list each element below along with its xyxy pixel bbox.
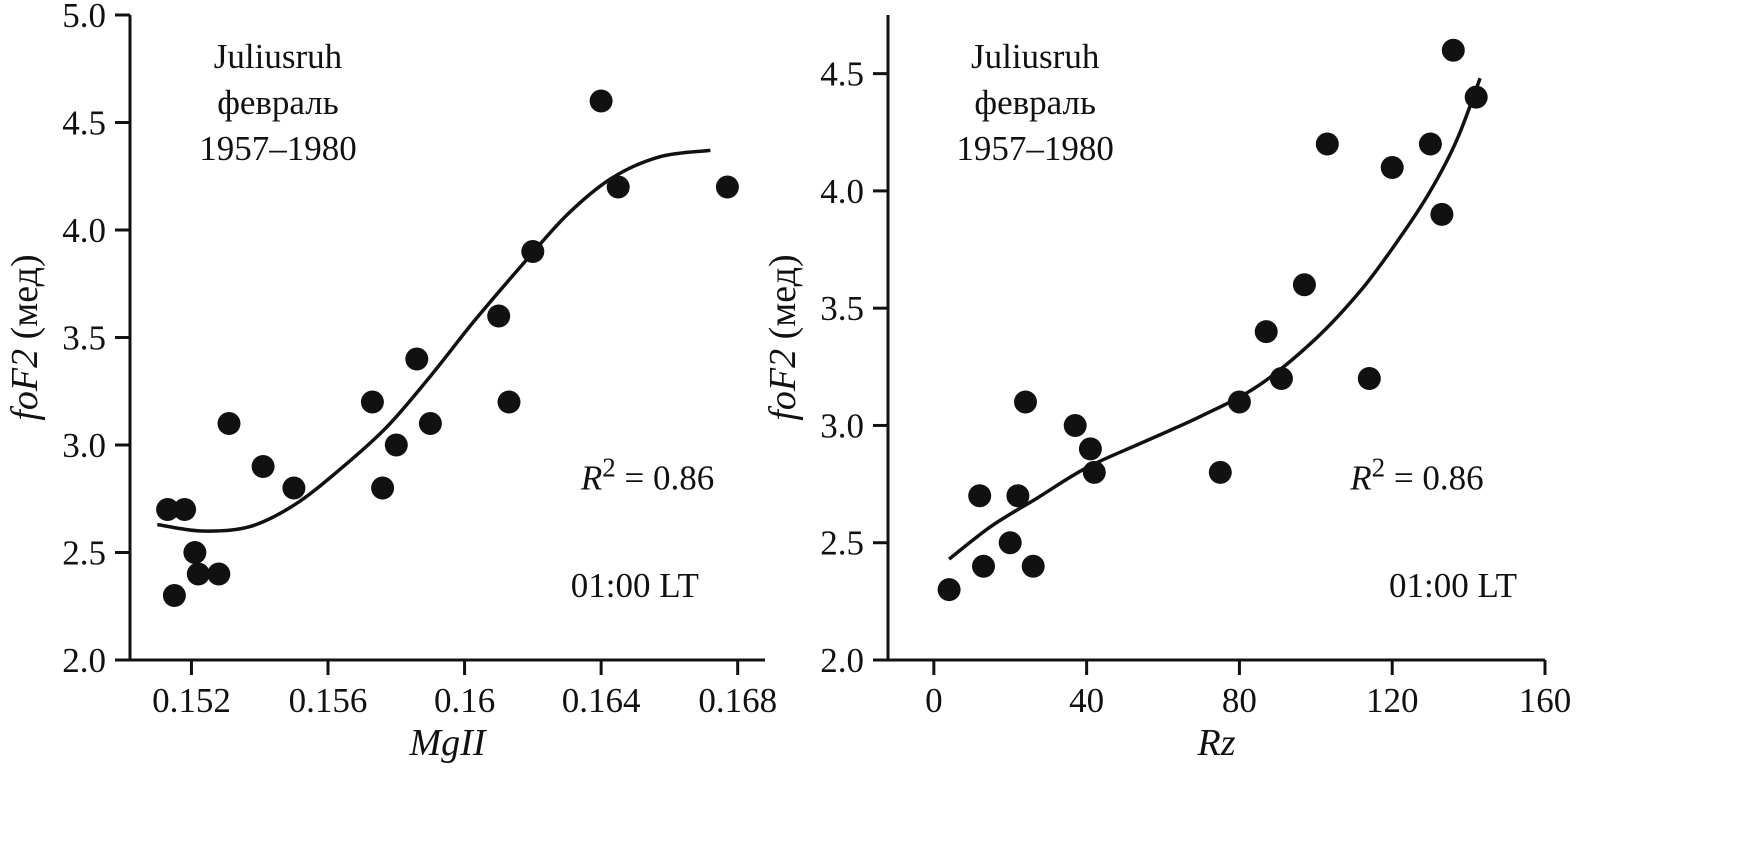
data-point xyxy=(251,455,275,478)
local-time-annotation: 01:00 LT xyxy=(1389,566,1517,605)
data-point xyxy=(715,175,739,199)
data-point xyxy=(1063,414,1087,437)
data-point xyxy=(497,390,521,414)
data-point xyxy=(1227,390,1251,414)
data-point xyxy=(173,498,197,521)
data-point xyxy=(1357,367,1381,390)
data-point xyxy=(487,304,511,328)
data-point xyxy=(384,433,408,457)
station-annotation-line: 1957–1980 xyxy=(199,129,357,168)
x-axis-label: MgII xyxy=(409,722,488,764)
data-point xyxy=(1430,202,1454,226)
data-point xyxy=(371,476,395,500)
y-tick-label: 2.5 xyxy=(820,524,864,563)
right-chart: 0 40 80 120 160 2.0 2.5 3.0 3.5 4.0 4.5 Juliusruh фе… xyxy=(762,15,1571,764)
x-tick-label: 0.16 xyxy=(434,681,495,720)
data-point xyxy=(1292,273,1316,297)
data-point xyxy=(1464,85,1488,109)
x-tick-label: 40 xyxy=(1069,681,1104,720)
data-point xyxy=(1021,554,1045,578)
data-point xyxy=(1418,132,1442,156)
y-tick-label: 3.0 xyxy=(820,406,864,445)
station-annotation-line: 1957–1980 xyxy=(956,129,1114,168)
data-point xyxy=(1014,390,1037,414)
data-point xyxy=(217,412,241,435)
x-tick-label: 0.152 xyxy=(152,681,231,720)
data-point xyxy=(968,484,992,508)
data-point xyxy=(998,531,1022,555)
data-point xyxy=(1082,460,1106,484)
data-point xyxy=(1006,484,1030,508)
y-tick-label: 4.0 xyxy=(62,211,106,250)
data-point xyxy=(360,390,384,414)
data-point xyxy=(162,584,186,607)
data-point xyxy=(418,412,442,435)
data-point xyxy=(183,541,207,564)
local-time-annotation: 01:00 LT xyxy=(571,566,699,605)
station-annotation-line: февраль xyxy=(217,83,339,122)
fit-curve xyxy=(948,77,1482,561)
data-point xyxy=(937,578,961,602)
x-tick-label: 160 xyxy=(1519,681,1572,720)
r-squared-annotation: R2 = 0.86 xyxy=(580,453,714,498)
x-tick-label: 80 xyxy=(1222,681,1257,720)
y-axis-label: foF2 (мед) xyxy=(762,254,804,420)
data-point xyxy=(1078,437,1102,461)
y-tick-label: 4.5 xyxy=(820,55,864,94)
y-tick-label: 2.0 xyxy=(820,641,864,680)
left-chart: 0.152 0.156 0.16 0.164 0.168 2.0 2.5 3.0 3.5 4.0 4… xyxy=(4,0,777,764)
data-point xyxy=(589,89,613,113)
y-tick-label: 3.5 xyxy=(820,289,864,328)
y-tick-label: 2.0 xyxy=(62,641,106,680)
data-point xyxy=(156,498,180,521)
data-point xyxy=(1269,367,1293,390)
data-point xyxy=(282,476,306,500)
data-point xyxy=(1315,132,1339,156)
data-point xyxy=(1208,460,1232,484)
y-tick-label: 3.0 xyxy=(62,426,106,465)
y-tick-label: 4.5 xyxy=(62,104,106,143)
station-annotation-line: Juliusruh xyxy=(214,37,343,76)
station-annotation-line: февраль xyxy=(974,83,1096,122)
x-axis-label: Rz xyxy=(1197,722,1236,764)
data-point xyxy=(606,175,630,199)
data-point xyxy=(1254,320,1278,344)
x-tick-label: 0.164 xyxy=(562,681,641,720)
y-tick-label: 2.5 xyxy=(62,534,106,573)
x-tick-label: 0 xyxy=(925,681,943,720)
station-annotation-line: Juliusruh xyxy=(971,37,1100,76)
y-axis-label: foF2 (мед) xyxy=(4,254,46,420)
y-tick-label: 4.0 xyxy=(820,172,864,211)
data-point xyxy=(521,240,545,263)
data-point xyxy=(972,554,995,578)
data-point xyxy=(405,347,429,371)
data-point xyxy=(207,562,231,586)
data-point xyxy=(186,562,210,586)
y-tick-label: 3.5 xyxy=(62,319,106,358)
x-tick-label: 0.168 xyxy=(698,681,777,720)
x-tick-label: 0.156 xyxy=(289,681,368,720)
data-point xyxy=(1441,38,1465,62)
r-squared-annotation: R2 = 0.86 xyxy=(1349,453,1483,498)
x-tick-label: 120 xyxy=(1366,681,1419,720)
data-point xyxy=(1380,156,1404,179)
y-tick-label: 5.0 xyxy=(62,0,106,35)
